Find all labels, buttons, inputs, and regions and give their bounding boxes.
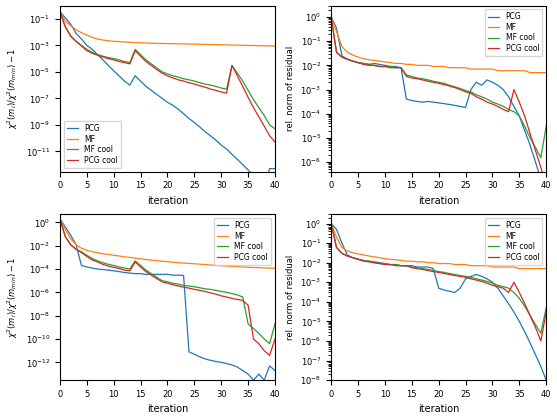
Y-axis label: rel. norm of residual: rel. norm of residual (286, 255, 295, 340)
Legend: PCG, MF, MF cool, PCG cool: PCG, MF, MF cool, PCG cool (485, 218, 543, 265)
Y-axis label: $\chi^2(m_i)/\chi^2(m_{min}) - 1$: $\chi^2(m_i)/\chi^2(m_{min}) - 1$ (6, 257, 20, 338)
X-axis label: iteration: iteration (147, 196, 188, 206)
Legend: PCG, MF, MF cool, PCG cool: PCG, MF, MF cool, PCG cool (214, 218, 271, 265)
X-axis label: iteration: iteration (418, 196, 460, 206)
Y-axis label: $\chi^2(m_i)/\chi^2(m_{min}) - 1$: $\chi^2(m_i)/\chi^2(m_{min}) - 1$ (6, 48, 20, 129)
Y-axis label: rel. norm of residual: rel. norm of residual (286, 46, 295, 131)
X-axis label: iteration: iteration (147, 404, 188, 415)
Legend: PCG, MF, MF cool, PCG cool: PCG, MF, MF cool, PCG cool (63, 121, 121, 168)
X-axis label: iteration: iteration (418, 404, 460, 415)
Legend: PCG, MF, MF cool, PCG cool: PCG, MF, MF cool, PCG cool (485, 9, 543, 56)
